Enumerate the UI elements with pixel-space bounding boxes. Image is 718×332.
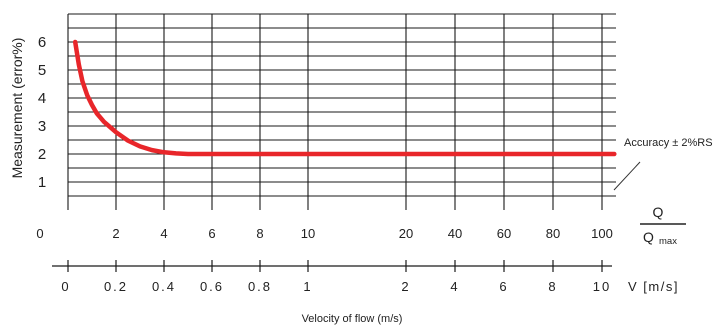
ratio-tick-label: 4 — [160, 226, 167, 241]
y-tick-label: 4 — [38, 90, 46, 107]
velocity-tick-label: 4 — [450, 279, 459, 294]
y-tick-label: 6 — [38, 34, 46, 51]
y-axis-label: Measurement (error%) — [9, 38, 25, 179]
x-axis-label: Velocity of flow (m/s) — [302, 313, 403, 325]
ratio-axis-numerator: Q — [653, 204, 664, 220]
y-tick-label: 3 — [38, 118, 46, 135]
ratio-tick-label: 0 — [36, 226, 43, 241]
y-tick-label: 5 — [38, 62, 46, 79]
ratio-tick-label: 60 — [497, 226, 511, 241]
ratio-tick-label: 8 — [256, 226, 263, 241]
ratio-axis-denominator-sub: max — [659, 236, 677, 247]
ratio-tick-label: 80 — [546, 226, 560, 241]
velocity-tick-label: 10 — [593, 279, 611, 294]
velocity-tick-label: 2 — [401, 279, 410, 294]
ratio-tick-label: 100 — [591, 226, 613, 241]
ratio-axis-denominator: Q — [643, 229, 654, 245]
velocity-tick-label: 0 — [61, 279, 70, 294]
annotation-leader-line — [614, 162, 640, 190]
ratio-tick-label: 40 — [448, 226, 462, 241]
velocity-axis-label: V [m/s] — [628, 279, 679, 294]
velocity-tick-label: 0.4 — [152, 279, 176, 294]
velocity-tick-label: 0.2 — [104, 279, 128, 294]
velocity-tick-label: 8 — [548, 279, 557, 294]
accuracy-annotation: Accuracy ± 2%RS — [624, 137, 713, 149]
velocity-tick-label: 1 — [303, 279, 312, 294]
velocity-tick-label: 0.8 — [248, 279, 272, 294]
ratio-tick-label: 20 — [399, 226, 413, 241]
ratio-tick-label: 2 — [112, 226, 119, 241]
velocity-tick-label: 0.6 — [200, 279, 224, 294]
ratio-tick-label: 10 — [301, 226, 315, 241]
y-tick-label: 1 — [38, 174, 46, 191]
y-tick-label: 2 — [38, 146, 46, 163]
velocity-tick-label: 6 — [499, 279, 508, 294]
ratio-tick-label: 6 — [208, 226, 215, 241]
